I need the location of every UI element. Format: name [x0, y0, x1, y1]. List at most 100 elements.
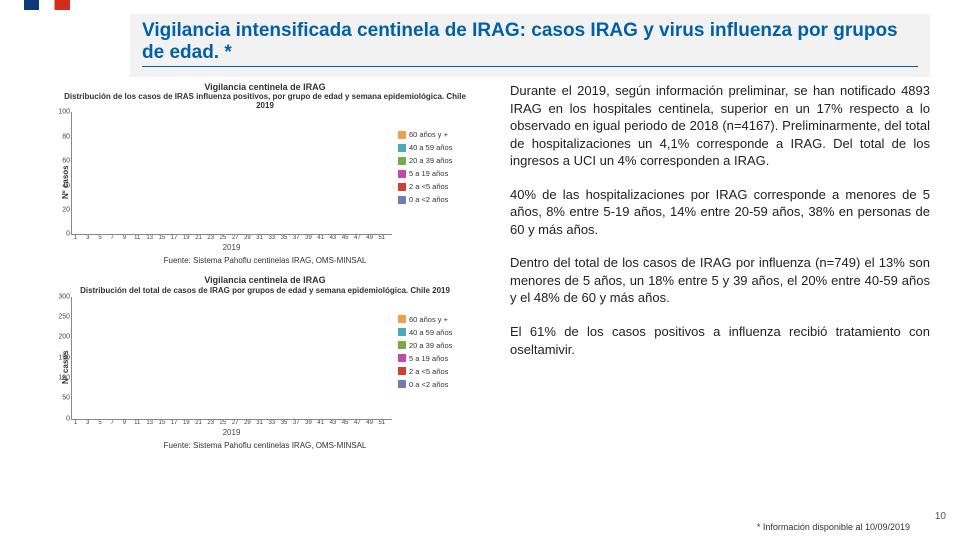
xtick: [140, 420, 145, 426]
chart2-xlabel: 2019: [71, 428, 392, 437]
chart1-caption: Fuente: Sistema Pahoflu centinelas IRAG,…: [60, 256, 470, 265]
xtick: [385, 235, 390, 241]
legend-label: 0 a <2 años: [409, 380, 448, 389]
legend-label: 2 a <5 años: [409, 367, 448, 376]
xtick: 17: [171, 420, 176, 426]
xtick: 43: [330, 235, 335, 241]
chart1-block: Vigilancia centinela de IRAG Distribució…: [60, 82, 470, 265]
xtick: 3: [85, 235, 90, 241]
xtick: 27: [232, 420, 237, 426]
xtick: 51: [378, 235, 383, 241]
xtick: 11: [134, 235, 139, 241]
xtick: 7: [110, 235, 115, 241]
xtick: [299, 420, 304, 426]
legend-item: 60 años y +: [398, 315, 470, 324]
xtick: 45: [342, 420, 347, 426]
xtick: [189, 235, 194, 241]
ytick: 200: [58, 334, 70, 341]
legend-swatch: [398, 170, 406, 178]
legend-label: 0 a <2 años: [409, 195, 448, 204]
legend-item: 2 a <5 años: [398, 367, 470, 376]
chart2-yticks: 050100150200250300: [52, 297, 70, 419]
xtick: 31: [256, 420, 261, 426]
xtick: [360, 420, 365, 426]
xtick: 39: [305, 420, 310, 426]
legend-swatch: [398, 144, 406, 152]
xtick: [116, 235, 121, 241]
xtick: 23: [207, 235, 212, 241]
ytick: 60: [62, 158, 70, 165]
xtick: 5: [97, 420, 102, 426]
xtick: [311, 420, 316, 426]
xtick: [336, 420, 341, 426]
legend-swatch: [398, 157, 406, 165]
xtick: 5: [97, 235, 102, 241]
xtick: 3: [85, 420, 90, 426]
chart2-plot-area: 050100150200250300: [71, 297, 392, 420]
xtick: 19: [183, 235, 188, 241]
text-column: Durante el 2019, según información preli…: [510, 82, 930, 374]
xtick: 19: [183, 420, 188, 426]
xtick: 15: [159, 420, 164, 426]
ytick: 20: [62, 206, 70, 213]
xtick: 11: [134, 420, 139, 426]
xtick: 29: [244, 235, 249, 241]
xtick: [250, 235, 255, 241]
xtick: [201, 235, 206, 241]
ytick: 100: [58, 375, 70, 382]
chart1-xlabel: 2019: [71, 243, 392, 252]
xtick: [372, 235, 377, 241]
xtick: [385, 420, 390, 426]
xtick: [311, 235, 316, 241]
xtick: [226, 420, 231, 426]
xtick: [165, 420, 170, 426]
xtick: 15: [159, 235, 164, 241]
ytick: 300: [58, 293, 70, 300]
legend-label: 20 a 39 años: [409, 156, 452, 165]
legend-swatch: [398, 380, 406, 388]
charts-column: Vigilancia centinela de IRAG Distribució…: [60, 82, 470, 460]
xtick: [275, 235, 280, 241]
ytick: 80: [62, 133, 70, 140]
chart1: Nº casos 020406080100 135791113151719212…: [60, 112, 470, 252]
ytick: 0: [66, 231, 70, 238]
page-number: 10: [935, 511, 946, 522]
xtick: [262, 235, 267, 241]
xtick: [262, 420, 267, 426]
xtick: [177, 420, 182, 426]
xtick: [250, 420, 255, 426]
xtick: 25: [220, 235, 225, 241]
legend-swatch: [398, 131, 406, 139]
xtick: [287, 420, 292, 426]
xtick: [152, 235, 157, 241]
xtick: 13: [146, 235, 151, 241]
chart1-subtitle: Distribución de los casos de IRAS influe…: [60, 92, 470, 110]
chart1-xaxis: 1357911131517192123252729313335373941434…: [71, 235, 392, 241]
xtick: 41: [317, 420, 322, 426]
chart1-yticks: 020406080100: [52, 112, 70, 234]
chart1-legend: 60 años y +40 a 59 años20 a 39 años5 a 1…: [392, 112, 470, 252]
xtick: [238, 235, 243, 241]
chart1-plot: 020406080100 135791113151719212325272931…: [71, 112, 392, 252]
xtick: 41: [317, 235, 322, 241]
xtick: [287, 235, 292, 241]
xtick: [323, 420, 328, 426]
xtick: 25: [220, 420, 225, 426]
xtick: [152, 420, 157, 426]
legend-item: 0 a <2 años: [398, 380, 470, 389]
xtick: [177, 235, 182, 241]
xtick: 35: [281, 420, 286, 426]
xtick: [348, 420, 353, 426]
xtick: 49: [366, 420, 371, 426]
legend-label: 5 a 19 años: [409, 169, 448, 178]
xtick: 1: [73, 420, 78, 426]
legend-label: 40 a 59 años: [409, 328, 452, 337]
xtick: 9: [122, 420, 127, 426]
chart2-caption: Fuente: Sistema Pahoflu centinelas IRAG,…: [60, 441, 470, 450]
chart2: Nº casos 050100150200250300 135791113151…: [60, 297, 470, 437]
legend-item: 5 a 19 años: [398, 169, 470, 178]
legend-swatch: [398, 328, 406, 336]
page-title: Vigilancia intensificada centinela de IR…: [142, 20, 918, 67]
xtick: 47: [354, 235, 359, 241]
xtick: 47: [354, 420, 359, 426]
